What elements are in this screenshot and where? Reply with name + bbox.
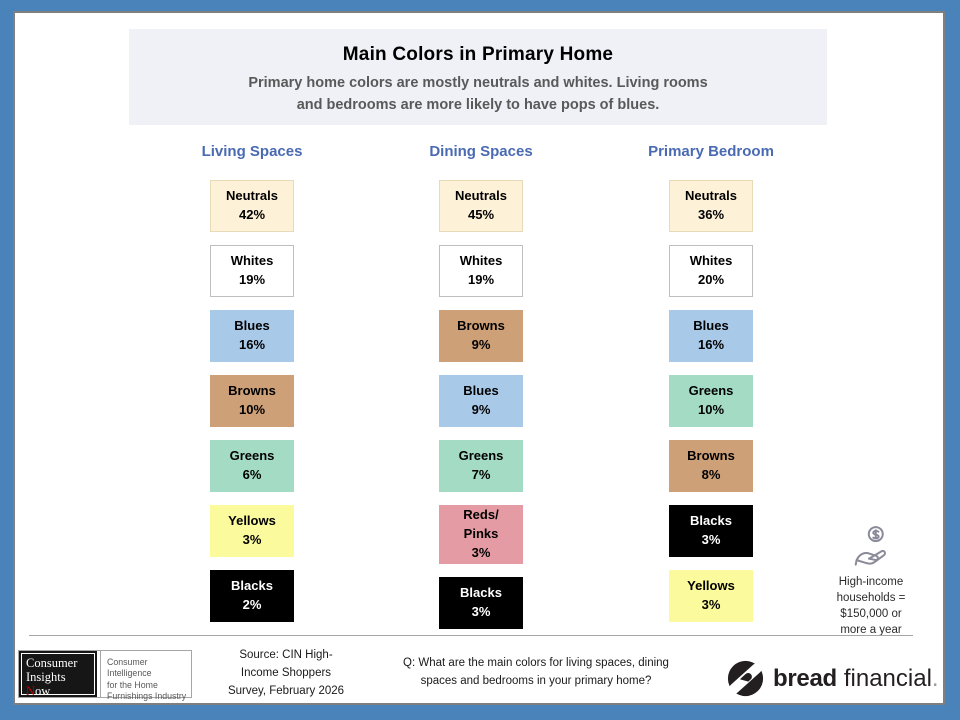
color-box-browns: Browns 9%	[439, 310, 523, 362]
color-box-value: 3%	[242, 532, 262, 547]
brand-word-bread: bread	[773, 664, 837, 692]
cin-logo-ow: ow	[35, 684, 51, 698]
color-box-neutrals: Neutrals 36%	[669, 180, 753, 232]
color-box-value: 45%	[467, 207, 495, 222]
color-box-value: 9%	[471, 402, 491, 417]
color-box-label: Reds/ Pinks	[463, 507, 499, 541]
color-box-label: Neutrals	[454, 188, 508, 204]
color-box-label: Browns	[457, 318, 505, 334]
high-income-note-text: High-income households = $150,000 or mor…	[836, 576, 906, 637]
swatch-stack: Neutrals 36% Whites 20% Blues 16% Greens 10%…	[626, 180, 796, 622]
color-box-value: 10%	[697, 402, 725, 417]
cin-logo-line: Insights	[26, 670, 66, 684]
color-box-label: Blacks	[460, 584, 502, 600]
color-box-whites: Whites 19%	[439, 245, 523, 297]
color-box-label: Blues	[463, 383, 499, 399]
color-box-greens: Greens 7%	[439, 440, 523, 492]
color-box-label: Neutrals	[225, 188, 279, 204]
color-box-neutrals: Neutrals 42%	[210, 180, 294, 232]
color-box-label: Blues	[693, 318, 729, 334]
color-box-value: 16%	[697, 337, 725, 352]
color-box-value: 3%	[471, 544, 491, 560]
title-banner: Main Colors in Primary Home Primary home…	[129, 29, 827, 125]
color-box-browns: Browns 10%	[210, 375, 294, 427]
cin-logo-wordmark: Consumer Insights Now	[19, 651, 97, 698]
color-box-label: Blacks	[690, 513, 732, 529]
color-box-label: Greens	[229, 448, 275, 464]
color-box-label: Whites	[230, 253, 274, 269]
column-header-living-spaces: Living Spaces	[201, 143, 303, 160]
color-box-label: Browns	[687, 448, 735, 464]
column-header-primary-bedroom: Primary Bedroom	[648, 143, 774, 160]
color-box-value: 36%	[697, 207, 725, 222]
cin-logo: Consumer Insights Now Consumer Intellige…	[18, 650, 192, 701]
high-income-note: High-income households = $150,000 or mor…	[817, 525, 925, 638]
color-box-label: Blues	[234, 318, 270, 334]
survey-question-text: Q: What are the main colors for living s…	[403, 657, 669, 687]
color-box-blues: Blues 16%	[669, 310, 753, 362]
cin-logo-line: Now	[26, 684, 97, 698]
color-box-greens: Greens 10%	[669, 375, 753, 427]
cin-logo-tagline: Consumer Intelligence for the Home Furni…	[100, 651, 191, 701]
swatch-stack: Neutrals 42% Whites 19% Blues 16% Browns 10%…	[167, 180, 337, 622]
slide-content: Main Colors in Primary Home Primary home…	[13, 11, 945, 705]
color-box-value: 3%	[701, 597, 721, 612]
color-box-neutrals: Neutrals 45%	[439, 180, 523, 232]
color-box-value: 7%	[471, 467, 491, 482]
color-box-value: 9%	[471, 337, 491, 352]
color-box-value: 2%	[242, 597, 262, 612]
color-box-yellows: Yellows 3%	[669, 570, 753, 622]
hand-holding-coin-icon	[854, 526, 886, 566]
brand-word-financial: financial	[843, 664, 932, 692]
color-box-greens: Greens 6%	[210, 440, 294, 492]
color-box-value: 19%	[238, 272, 266, 287]
color-box-value: 42%	[238, 207, 266, 222]
color-box-blues: Blues 9%	[439, 375, 523, 427]
brand-period: .	[931, 664, 939, 692]
color-box-value: 10%	[238, 402, 266, 417]
color-box-value: 20%	[697, 272, 725, 287]
color-box-label: Whites	[689, 253, 733, 269]
column-dining-spaces: Dining Spaces Neutrals 45% Whites 19% Brow…	[396, 143, 566, 629]
page-title: Main Colors in Primary Home	[342, 44, 614, 65]
column-primary-bedroom: Primary Bedroom Neutrals 36% Whites 20% Bl…	[626, 143, 796, 622]
swatch-stack: Neutrals 45% Whites 19% Browns 9% Blues 9% G…	[396, 180, 566, 629]
color-box-label: Browns	[228, 383, 276, 399]
color-box-blacks: Blacks 3%	[669, 505, 753, 557]
color-box-value: 6%	[242, 467, 262, 482]
color-box-label: Greens	[688, 383, 734, 399]
bread-financial-logo: bread financial .	[727, 660, 939, 697]
column-header-dining-spaces: Dining Spaces	[429, 143, 533, 160]
column-living-spaces: Living Spaces Neutrals 42% Whites 19% Blue…	[167, 143, 337, 622]
color-box-yellows: Yellows 3%	[210, 505, 294, 557]
color-box-value: 19%	[467, 272, 495, 287]
color-box-label: Whites	[459, 253, 503, 269]
color-box-label: Blacks	[231, 578, 273, 594]
color-box-blacks: Blacks 2%	[210, 570, 294, 622]
color-box-browns: Browns 8%	[669, 440, 753, 492]
color-box-blues: Blues 16%	[210, 310, 294, 362]
cin-logo-red-n: N	[26, 684, 36, 698]
color-box-label: Greens	[458, 448, 504, 464]
color-box-whites: Whites 20%	[669, 245, 753, 297]
color-box-reds-pinks: Reds/ Pinks 3%	[439, 505, 523, 564]
color-box-value: 16%	[238, 337, 266, 352]
page-subtitle: Primary home colors are mostly neutrals …	[248, 75, 708, 113]
color-box-label: Neutrals	[684, 188, 738, 204]
color-box-whites: Whites 19%	[210, 245, 294, 297]
color-box-value: 3%	[701, 532, 721, 547]
color-box-blacks: Blacks 3%	[439, 576, 523, 629]
cin-logo-line: Consumer	[26, 656, 78, 670]
footer-divider	[29, 635, 913, 636]
bread-financial-icon	[727, 660, 764, 697]
color-box-value: 8%	[701, 467, 721, 482]
color-box-value: 3%	[471, 603, 491, 619]
color-box-label: Yellows	[228, 513, 276, 529]
source-text: Source: CIN High- Income Shoppers Survey…	[227, 649, 345, 697]
color-box-label: Yellows	[687, 578, 735, 594]
